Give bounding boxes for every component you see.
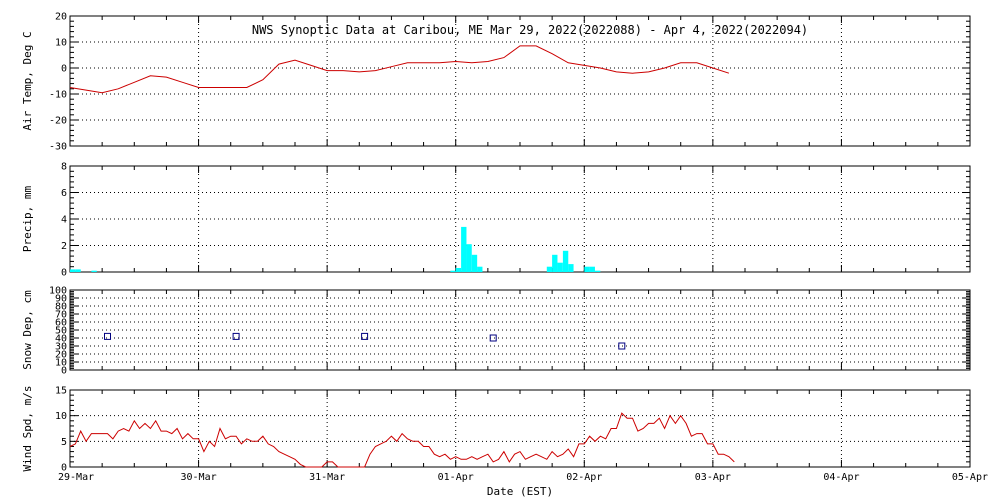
y-tick-label: 8 <box>61 162 67 173</box>
series-line <box>69 412 735 468</box>
precip-bar <box>595 270 601 272</box>
precip-bar <box>70 269 76 272</box>
snow-depth-marker <box>232 332 240 340</box>
y-axis-title: Snow Dep, cm <box>21 290 34 370</box>
y-tick-label: 40 <box>55 334 67 345</box>
x-axis-title: Date (EST) <box>487 485 553 498</box>
precip-bar <box>461 226 467 272</box>
y-tick-label: 6 <box>61 188 67 199</box>
precip-bar <box>450 270 456 272</box>
x-tick-label: 01-Apr <box>438 472 474 483</box>
series-line <box>69 45 730 94</box>
panel-frame <box>69 389 971 468</box>
precip-bar <box>455 268 462 272</box>
panel-4: 0 5 10 15 Wind Spd, m/s <box>21 385 971 474</box>
y-tick-label: 10 <box>55 38 67 49</box>
y-tick-label: 0 <box>61 64 67 75</box>
x-tick-label: 30-Mar <box>181 472 217 483</box>
panel-2: 0 2 4 6 8 Precip, mm <box>21 162 971 279</box>
y-tick-label: 20 <box>55 350 67 361</box>
y-tick-label: 0 <box>61 366 67 377</box>
y-tick-label: 2 <box>61 241 67 252</box>
x-tick-label: 29-Mar <box>58 472 94 483</box>
y-tick-label: 80 <box>55 302 67 313</box>
y-tick-label: 4 <box>61 215 67 226</box>
snow-depth-marker <box>104 332 111 340</box>
x-tick-label: 31-Mar <box>309 472 345 483</box>
y-tick-label: 70 <box>55 310 67 321</box>
y-tick-label: 20 <box>55 12 67 23</box>
y-tick-label: 0 <box>61 268 67 279</box>
y-tick-label: 15 <box>55 386 67 397</box>
y-tick-label: 30 <box>55 342 67 353</box>
precip-bar <box>477 266 483 272</box>
y-tick-label: 60 <box>55 318 67 329</box>
precip-bar <box>466 244 472 272</box>
snow-depth-marker <box>489 334 497 342</box>
y-tick-label: 10 <box>55 411 67 422</box>
y-tick-label: 5 <box>61 437 67 448</box>
y-tick-label: 90 <box>55 294 67 305</box>
precip-bar <box>471 254 478 272</box>
precip-bar <box>557 262 563 272</box>
precip-bar <box>552 254 558 272</box>
y-axis-title: Air Temp, Deg C <box>21 31 34 130</box>
x-tick-label: 04-Apr <box>823 472 859 483</box>
precip-bar <box>589 266 595 272</box>
x-tick-label: 05-Apr <box>952 472 988 483</box>
precip-bar <box>584 266 590 272</box>
y-axis-title: Wind Spd, m/s <box>21 385 34 471</box>
y-tick-label: 10 <box>55 358 67 369</box>
y-tick-label: -10 <box>49 90 67 101</box>
chart-title: NWS Synoptic Data at Caribou, ME Mar 29,… <box>252 23 808 37</box>
y-tick-label: -30 <box>49 142 67 153</box>
y-tick-label: 100 <box>49 286 67 297</box>
precip-bar <box>91 270 97 272</box>
x-tick-label: 02-Apr <box>566 472 602 483</box>
precip-bar <box>75 269 81 272</box>
precip-bar <box>568 264 574 272</box>
snow-depth-marker <box>361 332 369 340</box>
precip-bar <box>562 250 569 272</box>
snow-depth-marker <box>618 342 626 350</box>
x-tick-label: 03-Apr <box>695 472 731 483</box>
panel-1: -30 -20 -10 0 10 20 Air Temp, Deg C <box>21 12 971 153</box>
precip-bar <box>546 266 553 272</box>
y-tick-label: -20 <box>49 116 67 127</box>
y-tick-label: 50 <box>55 326 67 337</box>
y-axis-title: Precip, mm <box>21 186 34 253</box>
y-tick-label: 0 <box>61 463 67 474</box>
